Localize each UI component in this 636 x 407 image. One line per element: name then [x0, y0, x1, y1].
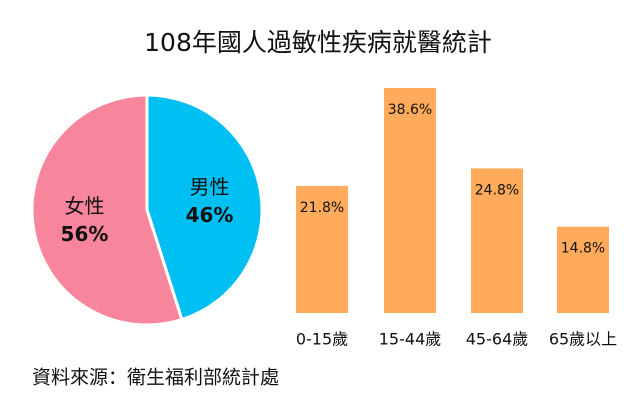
source: 資料來源：衛生福利部統計處 — [32, 367, 279, 389]
data-label: 46% — [186, 203, 234, 227]
legend-label: 男性 — [190, 175, 230, 199]
x-tick-label: 65歲以上 — [549, 330, 617, 349]
bar — [296, 185, 348, 313]
pie-slice — [145, 93, 264, 322]
title: 108年國人過敏性疾病就醫統計 — [144, 28, 492, 57]
data-label: 21.8% — [300, 200, 344, 216]
data-label: 24.8% — [475, 182, 519, 198]
legend-label: 女性 — [64, 194, 104, 218]
bar — [557, 226, 609, 313]
data-label: 14.8% — [561, 241, 605, 257]
pie-slice — [30, 93, 184, 327]
bar — [384, 87, 436, 313]
data-label: 56% — [61, 222, 109, 246]
bar — [471, 168, 523, 313]
data-label: 38.6% — [388, 102, 432, 118]
x-tick-label: 45-64歲 — [466, 330, 529, 349]
x-tick-label: 0-15歲 — [296, 330, 348, 349]
x-tick-label: 15-44歲 — [379, 330, 442, 349]
